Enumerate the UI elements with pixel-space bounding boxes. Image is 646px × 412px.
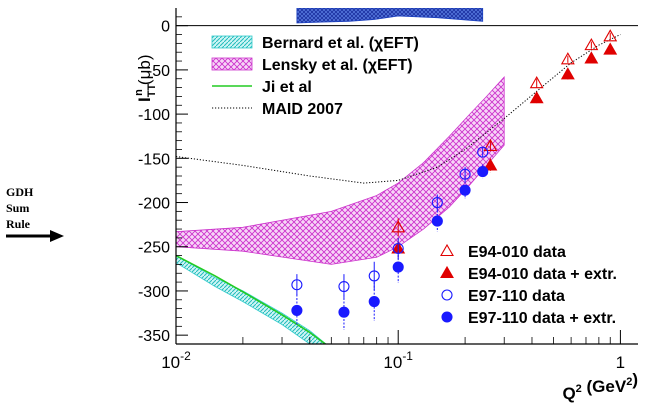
- legend-item: Lensky et al. (χEFT): [211, 57, 413, 74]
- gdh-sum-rule-label: GDH Sum Rule: [6, 184, 33, 232]
- legend-label: E94-010 data: [468, 244, 566, 261]
- y-tick-label: -200: [138, 196, 170, 213]
- gdh-label-line-3: Rule: [6, 217, 30, 231]
- data-point: [338, 280, 350, 293]
- x-axis-title: Q2 (GeV2): [562, 370, 638, 403]
- data-point: [483, 138, 498, 151]
- data-point: [459, 184, 471, 196]
- legend-swatch-lensky: [211, 57, 253, 71]
- data-point: [391, 220, 406, 233]
- data-point: [477, 166, 489, 178]
- y-tick-label: -350: [138, 328, 170, 345]
- data-point: [560, 67, 575, 80]
- legend-marker: [440, 243, 454, 257]
- legend-label: Bernard et al. (χEFT): [262, 35, 419, 52]
- data-point: [477, 146, 489, 158]
- data-point: [529, 76, 544, 89]
- data-point: [368, 270, 380, 282]
- legend-marker: [441, 311, 453, 323]
- legend-marker: [440, 265, 454, 279]
- legend-label: Lensky et al. (χEFT): [262, 57, 413, 74]
- y-tick-label: -100: [138, 107, 170, 124]
- data-point: [392, 261, 404, 273]
- legend-item: Ji et al: [212, 79, 312, 96]
- x-tick-label: 1: [616, 353, 625, 372]
- legend-label: E94-010 data + extr.: [468, 266, 617, 283]
- legend-item: E97-110 data + extr.: [441, 310, 616, 327]
- curve-1: [176, 34, 621, 184]
- data-point: [431, 215, 443, 227]
- data-point: [291, 279, 303, 291]
- legend-label: MAID 2007: [262, 101, 343, 118]
- legend-item: E94-010 data: [440, 243, 566, 261]
- data-point: [291, 304, 303, 316]
- y-tick-label: 0: [161, 19, 170, 36]
- legend-item: E94-010 data + extr.: [440, 265, 617, 283]
- legend-label: Ji et al: [262, 79, 312, 96]
- legend-label: E97-110 data: [468, 288, 565, 305]
- y-axis-title-text: ITTn(μb): [133, 55, 158, 103]
- data-point: [584, 38, 599, 51]
- data-point: [459, 168, 471, 180]
- data-point: [483, 158, 498, 171]
- gdh-label-line-2: Sum: [6, 201, 30, 215]
- legend-item: E97-110 data: [441, 288, 565, 305]
- y-tick-label: -250: [138, 240, 170, 257]
- y-tick-label: -300: [138, 284, 170, 301]
- legend-label: E97-110 data + extr.: [468, 310, 616, 327]
- curve-0: [176, 254, 327, 344]
- arrow-right-icon: [6, 230, 64, 242]
- x-tick-label: 10-1: [383, 349, 413, 372]
- gdh-label-line-1: GDH: [6, 185, 34, 199]
- data-point: [584, 51, 599, 64]
- data-point: [431, 196, 443, 209]
- data-point: [368, 296, 380, 308]
- legend-swatch-bernard: [211, 35, 253, 49]
- y-axis-title: ITTn(μb): [133, 55, 158, 103]
- y-tick-label: -50: [147, 63, 170, 80]
- data-point: [338, 306, 350, 318]
- data-point: [529, 91, 544, 104]
- data-point: [392, 242, 404, 255]
- data-point: [603, 42, 618, 55]
- band-2: [296, 8, 484, 24]
- y-tick-label: -150: [138, 151, 170, 168]
- legend-item: Bernard et al. (χEFT): [211, 35, 419, 52]
- legend-marker: [441, 289, 453, 301]
- x-tick-label: 10-2: [161, 349, 191, 372]
- band-1: [176, 255, 327, 344]
- data-point: [560, 52, 575, 65]
- data-point: [603, 29, 618, 42]
- legend-item: MAID 2007: [212, 101, 343, 118]
- band-0: [176, 75, 505, 265]
